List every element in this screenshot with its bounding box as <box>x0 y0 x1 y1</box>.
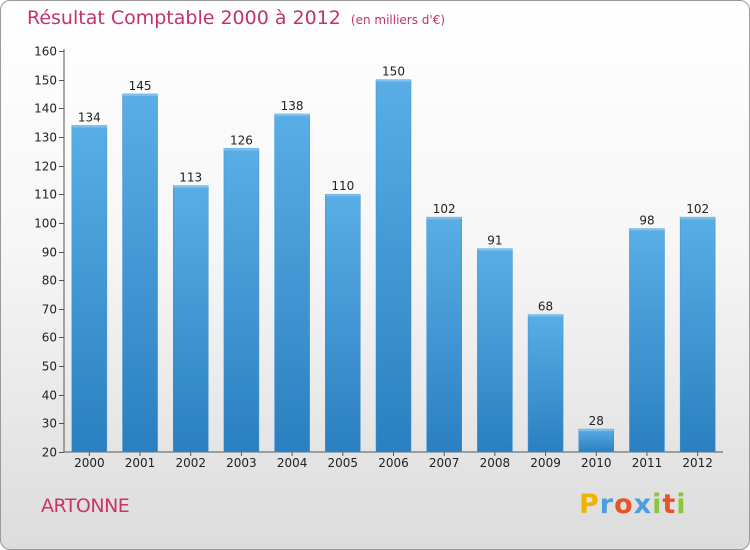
town-name: ARTONNE <box>41 495 130 517</box>
x-tick-label: 2008 <box>480 456 511 470</box>
y-tick-label: 50 <box>42 360 57 374</box>
y-tick-label: 100 <box>34 217 57 231</box>
logo-letter: x <box>633 489 653 520</box>
x-tick-label: 2005 <box>328 456 359 470</box>
y-tick-label: 40 <box>42 389 57 403</box>
chart-title-text: Résultat Comptable 2000 à 2012 <box>27 7 341 29</box>
value-label-2008: 91 <box>487 234 502 248</box>
chart-bars <box>71 79 716 453</box>
chart-unit-note: (en milliers d'€) <box>350 13 446 27</box>
logo-letter: P <box>579 489 600 520</box>
bar-2004 <box>274 113 310 453</box>
bar-2002 <box>172 185 209 453</box>
y-tick-label: 90 <box>42 246 57 260</box>
bar-2001 <box>122 93 158 453</box>
x-tick-label: 2011 <box>632 456 663 470</box>
value-label-2011: 98 <box>639 214 654 228</box>
bar-top-highlight <box>477 248 513 251</box>
y-tick-label: 120 <box>34 160 57 174</box>
x-tick-label: 2012 <box>682 456 713 470</box>
value-label-2002: 113 <box>179 171 202 185</box>
value-label-2010: 28 <box>589 414 604 428</box>
x-tick-label: 2001 <box>125 456 156 470</box>
value-label-2004: 138 <box>281 99 304 113</box>
logo-letter: t <box>662 489 677 520</box>
y-tick-label: 160 <box>34 45 57 59</box>
y-tick-label: 60 <box>42 331 57 345</box>
value-label-2006: 150 <box>382 65 405 79</box>
bar-top-highlight <box>71 125 107 128</box>
x-tick-label: 2004 <box>277 456 308 470</box>
bar-top-highlight <box>629 228 665 231</box>
x-tick-label: 2003 <box>226 456 257 470</box>
bar-top-highlight <box>223 148 259 151</box>
bar-2000 <box>71 125 108 453</box>
value-label-2012: 102 <box>686 202 709 216</box>
bar-2012 <box>679 216 716 453</box>
bar-top-highlight <box>122 93 158 96</box>
bar-top-highlight <box>578 429 614 432</box>
bar-top-highlight <box>376 79 411 82</box>
bar-2003 <box>223 148 260 453</box>
y-tick-label: 130 <box>34 131 57 145</box>
x-tick-label: 2006 <box>378 456 409 470</box>
bar-2005 <box>325 193 361 453</box>
x-tick-label: 2007 <box>429 456 460 470</box>
logo-letter: o <box>614 489 634 520</box>
bar-2010 <box>578 428 615 453</box>
bar-2011 <box>629 228 665 453</box>
bar-top-highlight <box>274 114 310 117</box>
x-tick-label: 2000 <box>74 456 105 470</box>
chart-labels: 20 30 40 50 60 70 80 90 100 110 120 130 140 150 160 200… <box>34 45 713 471</box>
bar-top-highlight <box>426 217 462 220</box>
value-label-2000: 134 <box>78 110 101 124</box>
y-tick-label: 70 <box>42 303 57 317</box>
logo-letter: i <box>652 489 663 520</box>
logo-letter: i <box>676 489 687 520</box>
bar-top-highlight <box>325 194 361 197</box>
bar-2008 <box>477 248 513 453</box>
x-tick-label: 2009 <box>530 456 561 470</box>
x-tick-label: 2010 <box>581 456 612 470</box>
value-label-2001: 145 <box>129 79 152 93</box>
proxiti-logo: Proxiti <box>579 489 687 520</box>
bar-2009 <box>527 314 564 453</box>
value-label-2007: 102 <box>433 202 456 216</box>
chart-title: Résultat Comptable 2000 à 2012 (en millie… <box>27 7 445 29</box>
logo-letter: r <box>599 489 615 520</box>
bar-2006 <box>375 79 412 453</box>
value-label-2005: 110 <box>331 179 354 193</box>
bar-top-highlight <box>680 217 716 220</box>
x-tick-label: 2002 <box>175 456 206 470</box>
bar-top-highlight <box>528 314 564 317</box>
y-tick-label: 20 <box>42 446 57 460</box>
bar-top-highlight <box>173 185 209 188</box>
y-tick-label: 30 <box>42 417 57 431</box>
y-tick-label: 110 <box>34 188 57 202</box>
y-tick-label: 150 <box>34 74 57 88</box>
y-tick-label: 80 <box>42 274 57 288</box>
bar-2007 <box>426 216 462 453</box>
y-tick-label: 140 <box>34 102 57 116</box>
value-label-2009: 68 <box>538 300 553 314</box>
value-label-2003: 126 <box>230 133 253 147</box>
